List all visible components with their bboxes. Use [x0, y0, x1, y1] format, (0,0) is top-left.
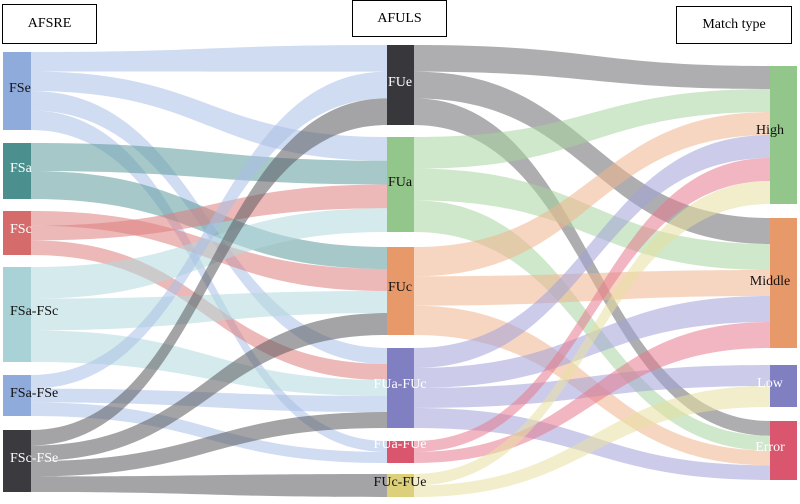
node-label-high: High: [756, 123, 784, 138]
node-left-fsa: [3, 143, 31, 199]
link-s2-fuc-to-high: [414, 112, 770, 277]
node-label-fsc: FSc: [10, 222, 32, 237]
links-layer: [31, 45, 770, 497]
node-middle-fuc: [387, 247, 414, 335]
node-right-low: [770, 365, 797, 407]
link-s1-fse-to-fue: [31, 45, 387, 72]
node-left-fsc: [3, 211, 31, 255]
header-afsre: AFSRE: [2, 4, 97, 44]
link-s1-fsa-fse-to-fua-fuc: [31, 388, 387, 412]
link-s1-fsc-fse-to-fue: [31, 98, 387, 446]
node-middle-fue: [387, 45, 414, 125]
node-label-fuc: FUc: [388, 280, 412, 295]
link-s2-fua-fuc-to-low: [414, 365, 770, 408]
link-s1-fsa-fsc-to-fuc: [31, 291, 387, 331]
link-s2-fuc-to-middle: [414, 270, 770, 306]
link-s1-fsc-fse-to-fuc: [31, 313, 387, 461]
link-s2-fue-to-middle: [414, 71, 770, 245]
node-middle-fua-fue: [387, 441, 414, 463]
link-s2-fua-fuc-to-high: [414, 135, 770, 368]
node-label-error: Error: [755, 440, 785, 455]
link-s1-fsa-fsc-to-fua: [31, 208, 387, 299]
node-left-fsa-fsc: [3, 267, 31, 362]
node-middle-fua-fuc: [387, 348, 414, 428]
node-label-fua: FUa: [388, 175, 413, 190]
labels-layer: FSe FSa FSc FSa-FSc FSa-FSe FSc-FSe FUe FUa FUc F…: [9, 75, 790, 490]
node-left-fsa-fse: [3, 375, 31, 416]
link-s1-fsc-fse-to-fuc-fue: [31, 474, 387, 497]
nodes-layer: [3, 45, 797, 497]
link-s2-fua-to-middle: [414, 168, 770, 270]
node-right-error: [770, 421, 797, 480]
node-label-fua-fuc: FUa-FUc: [374, 377, 427, 392]
node-right-high: [770, 66, 797, 204]
node-left-fsc-fse: [3, 430, 31, 492]
node-label-fse: FSe: [9, 81, 31, 96]
link-s1-fsc-fse-to-fua-fuc: [31, 412, 387, 477]
link-s1-fsc-to-fua: [31, 184, 387, 241]
node-label-low: Low: [757, 376, 784, 391]
link-s2-fue-to-error: [414, 98, 770, 436]
link-s2-fua-fue-to-middle: [414, 322, 770, 463]
node-right-middle: [770, 218, 797, 348]
link-s2-fue-to-high: [414, 45, 770, 89]
node-label-fua-fue: FUa-FUe: [374, 437, 427, 452]
node-label-fsa: FSa: [10, 161, 33, 176]
node-label-fue: FUe: [388, 75, 412, 90]
header-afuls: AFULS: [352, 0, 447, 37]
node-label-fuc-fue: FUc-FUe: [374, 475, 427, 490]
header-match-type: Match type: [676, 6, 792, 44]
node-middle-fuc-fue: [387, 474, 414, 497]
node-label-middle: Middle: [750, 274, 790, 289]
node-label-fsa-fsc: FSa-FSc: [10, 304, 58, 319]
link-s1-fsa-fse-to-fue: [31, 71, 387, 389]
link-s2-fua-to-high: [414, 89, 770, 169]
link-s2-fuc-fue-to-high: [414, 181, 770, 486]
node-middle-fua: [387, 137, 414, 232]
node-left-fse: [3, 52, 31, 130]
link-s2-fua-to-error: [414, 200, 770, 451]
node-label-fsa-fse: FSa-FSe: [10, 386, 58, 401]
link-s2-fuc-fue-to-low: [414, 386, 770, 497]
link-s2-fua-fue-to-high: [414, 158, 770, 452]
node-label-fsc-fse: FSc-FSe: [10, 451, 58, 466]
link-s1-fsa-fse-to-fua-fue: [31, 402, 387, 463]
link-s1-fsa-to-fua: [31, 143, 387, 185]
